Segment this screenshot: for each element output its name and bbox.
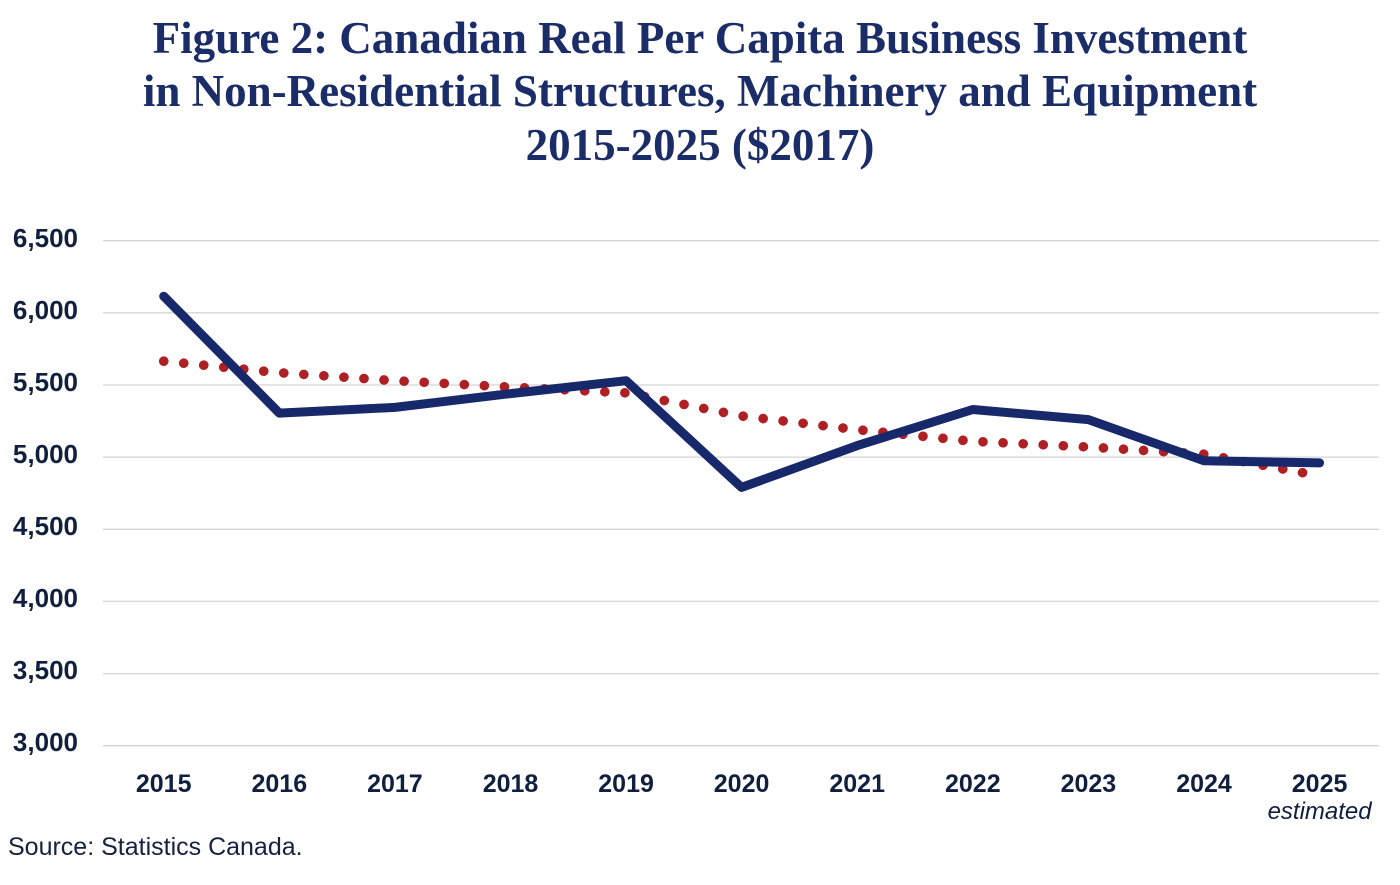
svg-text:2018: 2018: [483, 770, 539, 798]
svg-text:3,500: 3,500: [13, 655, 78, 685]
svg-text:2015: 2015: [136, 770, 192, 798]
svg-text:2021: 2021: [829, 770, 885, 798]
svg-text:2022: 2022: [945, 770, 1001, 798]
svg-text:2024: 2024: [1176, 770, 1232, 798]
svg-text:2017: 2017: [367, 770, 423, 798]
svg-text:3,000: 3,000: [13, 727, 78, 757]
svg-text:5,500: 5,500: [13, 367, 78, 397]
svg-text:6,000: 6,000: [13, 295, 78, 325]
svg-text:5,000: 5,000: [13, 439, 78, 469]
svg-text:2019: 2019: [598, 770, 654, 798]
svg-text:4,500: 4,500: [13, 511, 78, 541]
svg-text:2020: 2020: [714, 770, 770, 798]
svg-text:6,500: 6,500: [13, 223, 78, 253]
svg-text:2023: 2023: [1061, 770, 1117, 798]
svg-text:estimated: estimated: [1268, 798, 1373, 825]
svg-text:4,000: 4,000: [13, 583, 78, 613]
svg-text:2025: 2025: [1292, 770, 1348, 798]
svg-text:2016: 2016: [251, 770, 307, 798]
